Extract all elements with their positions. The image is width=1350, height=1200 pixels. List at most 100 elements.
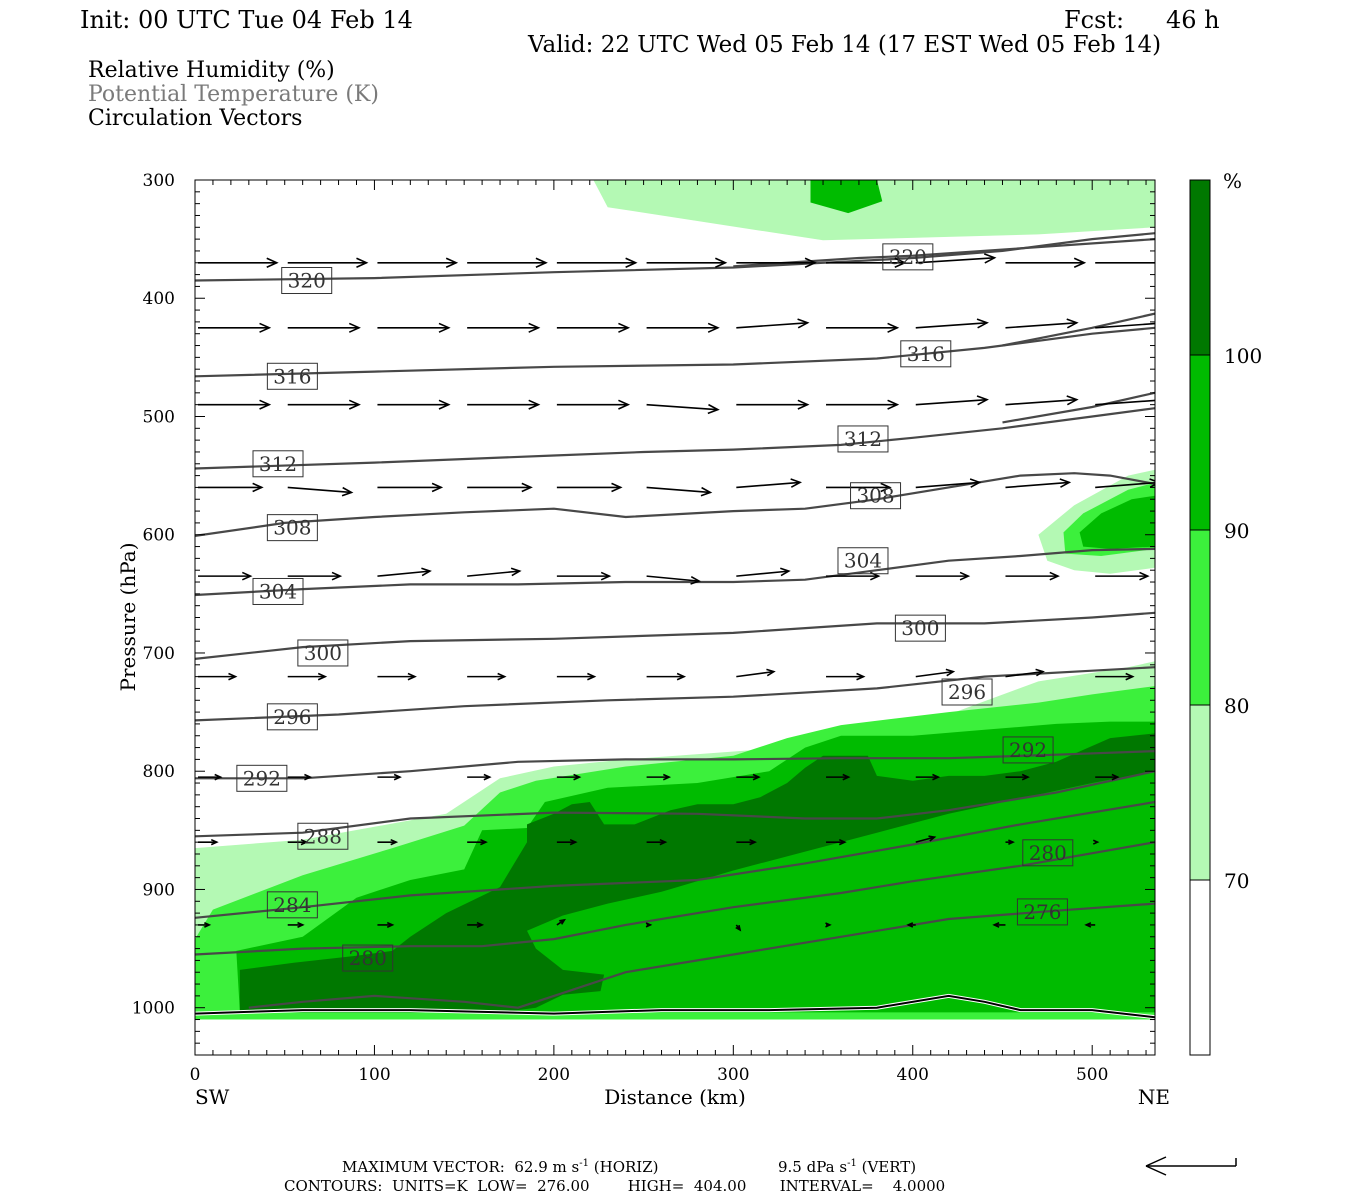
vector-arrow	[467, 921, 485, 929]
vector-arrow	[467, 322, 541, 333]
vector-arrow	[377, 399, 451, 410]
contour-label-304: 304	[252, 577, 304, 605]
vector-arrow	[467, 399, 541, 410]
contour-label-text: 316	[273, 364, 311, 388]
vector-arrow	[377, 773, 402, 781]
vector-arrow	[1005, 773, 1030, 781]
theta-contour-276	[248, 902, 1155, 1009]
vector-arrow	[377, 838, 399, 846]
vert-vector-line: 9.5 dPa s-1 (VERT)	[778, 1158, 916, 1176]
vector-arrow	[736, 399, 810, 410]
colorbar-tick-label: 80	[1224, 694, 1249, 718]
vector-arrow	[198, 838, 219, 846]
horiz-exponent: -1	[579, 1158, 589, 1169]
y-axis-title: Pressure (hPa)	[116, 543, 140, 692]
vector-arrow	[646, 486, 713, 497]
legend-theta: Potential Temperature (K)	[88, 82, 379, 107]
vector-arrow	[556, 672, 597, 681]
x-tick-label: 300	[717, 1065, 749, 1085]
colorbar-bin	[1190, 530, 1210, 705]
colorbar-bin	[1190, 180, 1210, 355]
vector-arrow	[646, 575, 702, 585]
contour-label-text: 312	[259, 452, 297, 476]
vector-arrow	[826, 672, 866, 681]
vector-arrow	[287, 838, 309, 846]
y-tick-label: 800	[143, 762, 175, 782]
surface-line	[195, 994, 1155, 1019]
theta-contour-312	[1002, 391, 1155, 424]
contour-label-text: 296	[273, 705, 311, 729]
contour-label-276: 276	[1016, 898, 1068, 926]
vert-exponent: -1	[847, 1158, 857, 1169]
contour-label-text: 320	[288, 269, 326, 293]
vector-arrow	[915, 835, 937, 843]
vector-arrow	[915, 253, 997, 264]
vector-arrow	[826, 322, 900, 333]
vector-arrow	[198, 322, 272, 333]
vector-arrow	[736, 567, 791, 577]
x-axis-title: Distance (km)	[604, 1085, 746, 1109]
vector-arrow	[377, 921, 395, 929]
horiz-tag: (HORIZ)	[593, 1158, 659, 1176]
y-tick-label: 500	[143, 407, 175, 427]
valid-time: Valid: 22 UTC Wed 05 Feb 14 (17 EST Wed …	[528, 32, 1162, 58]
vert-value: 9.5 dPa s	[778, 1158, 848, 1176]
contour-label-text: 308	[856, 484, 894, 508]
colorbar: 70 80 90 100%	[1189, 169, 1262, 1056]
theta-contour-288	[195, 770, 1155, 838]
vector-arrow	[735, 924, 742, 932]
y-tick-label: 1000	[132, 999, 175, 1019]
vector-arrow	[556, 571, 612, 581]
vector-arrow	[1005, 395, 1079, 406]
vert-tag: (VERT)	[861, 1158, 917, 1176]
axes: 300 400 500 600 700 800 900 1000 0 100 200 300 400 50…	[132, 171, 1155, 1085]
colorbar-tick-label: 70	[1224, 869, 1249, 893]
vector-arrow	[826, 399, 900, 410]
vector-arrow	[287, 399, 361, 410]
vector-arrow	[646, 322, 720, 333]
contour-label-280: 280	[342, 944, 394, 972]
x-tick-label: 100	[358, 1065, 390, 1085]
vector-arrow	[377, 567, 432, 577]
vector-arrow	[556, 773, 582, 781]
contour-label-284: 284	[266, 891, 318, 919]
x-tick-label: 200	[538, 1065, 570, 1085]
legend-vectors: Circulation Vectors	[88, 106, 303, 131]
colorbar-frame	[1189, 179, 1211, 1056]
x-tick-label: 400	[897, 1065, 929, 1085]
vector-arrow	[287, 672, 328, 681]
vector-arrow	[467, 838, 488, 846]
theta-contour-316	[1002, 312, 1155, 347]
contour-label-288: 288	[297, 822, 349, 850]
vector-arrow	[646, 257, 728, 268]
contour-label-text: 284	[273, 893, 311, 917]
vector-arrow	[1005, 478, 1072, 489]
contours-info: CONTOURS: UNITS=K LOW= 276.00 HIGH= 404.…	[284, 1177, 946, 1195]
vector-arrow	[198, 482, 264, 493]
forecast-label: Fcst:	[1064, 6, 1125, 34]
reference-vector-arrow	[1145, 1156, 1237, 1176]
vector-arrow	[645, 922, 653, 928]
contour-label-300: 300	[894, 614, 946, 642]
theta-contour-300	[195, 611, 1155, 660]
contour-label-292: 292	[1002, 736, 1054, 764]
theta-contour-292	[195, 750, 1155, 780]
vector-arrow	[736, 318, 810, 329]
vector-arrow	[1005, 668, 1045, 678]
contour-label-296: 296	[941, 678, 993, 706]
contour-label-304: 304	[837, 547, 889, 575]
circulation-vectors	[198, 253, 1155, 932]
contour-label-text: 292	[1009, 738, 1047, 762]
vector-arrow	[467, 482, 533, 493]
rh-region-70-80-0	[593, 180, 1155, 241]
vector-arrow	[1092, 839, 1100, 845]
vector-arrow	[1095, 478, 1155, 489]
max-vector-label: MAXIMUM VECTOR:	[342, 1158, 505, 1176]
contour-label-text: 296	[948, 680, 986, 704]
contour-label-316: 316	[266, 362, 318, 390]
vector-arrow	[467, 773, 492, 781]
max-vector-line: MAXIMUM VECTOR: 62.9 m s-1 (HORIZ)	[342, 1158, 659, 1176]
theta-contour-308	[195, 472, 1155, 537]
theta-contour-316	[195, 326, 1155, 378]
